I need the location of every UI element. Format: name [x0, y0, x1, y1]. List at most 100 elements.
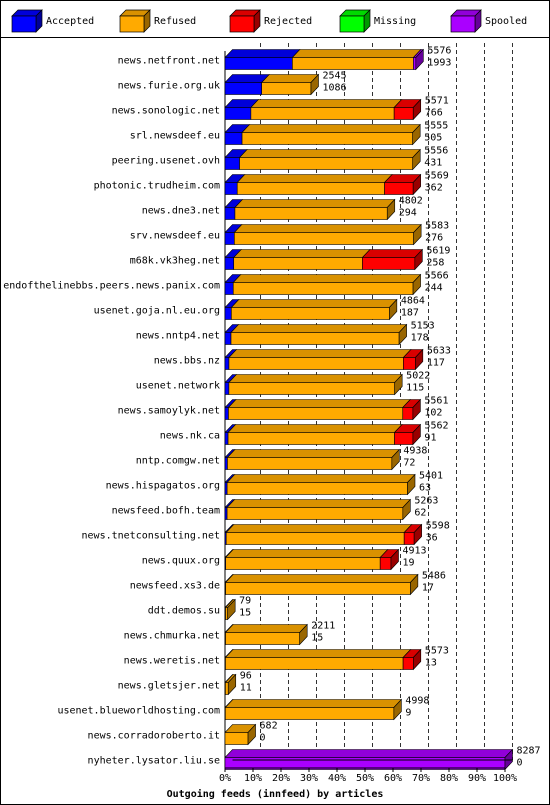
- bar-group: [224, 573, 419, 596]
- bar-segment: [224, 282, 234, 295]
- host-label: newsfeed.bofh.team: [112, 506, 220, 517]
- bar-segment: [224, 232, 235, 245]
- bar-accepted-label: 117: [427, 358, 445, 369]
- bar-total-label: 5561: [424, 396, 448, 407]
- bar-segment-top: [236, 174, 393, 183]
- bar-segment-top: [261, 74, 320, 83]
- bar-accepted-label: 11: [240, 683, 252, 694]
- legend-label: Accepted: [46, 16, 94, 27]
- bar-group: [224, 173, 422, 196]
- bar-accepted-label: 17: [422, 583, 434, 594]
- bar-segment: [228, 407, 404, 420]
- host-label: photonic.trudheim.com: [94, 181, 220, 192]
- bar-accepted-label: 0: [260, 733, 266, 744]
- bar-accepted-label: 62: [414, 508, 426, 519]
- bar-segment: [403, 357, 416, 370]
- x-tick-label: 80%: [440, 773, 458, 784]
- bar-segment: [224, 207, 236, 220]
- bar-group: [224, 548, 400, 571]
- bar-segment: [225, 582, 411, 595]
- bar-total-label: 5619: [426, 246, 450, 257]
- bar-segment: [224, 157, 240, 170]
- bar-segment: [224, 407, 229, 420]
- bar-segment: [379, 557, 392, 570]
- host-label: news.furie.org.uk: [118, 81, 220, 92]
- host-label: news.bbs.nz: [154, 356, 220, 367]
- bar-segment-top: [233, 224, 422, 233]
- bar-total-label: 8287: [517, 746, 541, 757]
- bar-segment: [225, 682, 229, 695]
- bar-total-label: 5153: [411, 321, 435, 332]
- bar-accepted-label: 63: [419, 483, 431, 494]
- bar-segment: [227, 457, 393, 470]
- legend-swatch: [119, 15, 145, 33]
- bar-segment: [241, 132, 413, 145]
- bar-group: [224, 673, 237, 696]
- bar-accepted-label: 766: [425, 108, 443, 119]
- bar-group: [224, 223, 422, 246]
- bar-segment-top: [233, 249, 371, 258]
- host-label: srv.newsdeef.eu: [130, 231, 220, 242]
- bar-accepted-label: 1993: [427, 58, 451, 69]
- bar-segment-top: [224, 699, 403, 708]
- bar-segment: [224, 57, 293, 70]
- bar-segment: [224, 257, 235, 270]
- bar-side: [410, 573, 419, 596]
- bar-accepted-label: 15: [311, 633, 323, 644]
- bar-side: [412, 273, 421, 296]
- bar-accepted-label: 244: [425, 283, 443, 294]
- bar-segment: [239, 157, 414, 170]
- bar-segment-top: [228, 349, 412, 358]
- x-tick-label: 10%: [244, 773, 262, 784]
- bar-total-label: 5569: [425, 171, 449, 182]
- host-label: news.dne3.net: [142, 206, 220, 217]
- bar-total-label: 4938: [403, 446, 427, 457]
- host-label: usenet.goja.nl.eu.org: [94, 306, 220, 317]
- bar-side: [227, 598, 236, 621]
- bar-segment: [261, 82, 312, 95]
- x-axis-title: Outgoing feeds (innfeed) by articles: [167, 788, 384, 800]
- legend-label: Refused: [154, 16, 196, 27]
- bar-group: [224, 348, 424, 371]
- bar-group: [224, 48, 425, 71]
- bar-group: [224, 723, 257, 746]
- bar-segment-top: [232, 274, 422, 283]
- bar-group: [224, 98, 422, 121]
- bar-accepted-label: 294: [399, 208, 417, 219]
- bar-total-label: 2545: [322, 71, 346, 82]
- host-label: nntp.comgw.net: [136, 456, 220, 467]
- bar-segment: [230, 332, 400, 345]
- legend-swatch: [229, 15, 255, 33]
- bar-segment-top: [250, 99, 403, 108]
- host-label: news.hispagatos.org: [106, 481, 220, 492]
- bar-segment-top: [224, 549, 389, 558]
- bar-segment-top: [230, 324, 408, 333]
- host-label: newsfeed.xs3.de: [130, 581, 220, 592]
- bar-segment: [402, 657, 414, 670]
- bar-side: [412, 648, 422, 671]
- bar-side: [412, 423, 421, 446]
- legend-label: Missing: [374, 16, 416, 27]
- bar-group: [224, 198, 396, 221]
- host-label: news.nk.ca: [160, 431, 220, 442]
- x-tick-label: 20%: [272, 773, 290, 784]
- host-label: news.quux.org: [142, 556, 220, 567]
- x-tick-label: 90%: [468, 773, 486, 784]
- bars: [224, 48, 514, 771]
- bar-side: [394, 373, 403, 396]
- bar-accepted-label: 72: [403, 458, 415, 469]
- bar-total-label: 96: [240, 671, 252, 682]
- bar-segment: [224, 432, 229, 445]
- bar-segment: [384, 182, 414, 195]
- host-label: nyheter.lysator.liu.se: [88, 756, 220, 767]
- bar-segment: [232, 282, 414, 295]
- host-label: news.gletsjer.net: [118, 681, 220, 692]
- bar-segment-top: [241, 124, 421, 133]
- bar-accepted-label: 187: [401, 308, 419, 319]
- bar-segment-top: [226, 474, 416, 483]
- bar-side: [412, 173, 421, 196]
- bar-side: [227, 673, 237, 696]
- host-label: news.netfront.net: [118, 56, 220, 67]
